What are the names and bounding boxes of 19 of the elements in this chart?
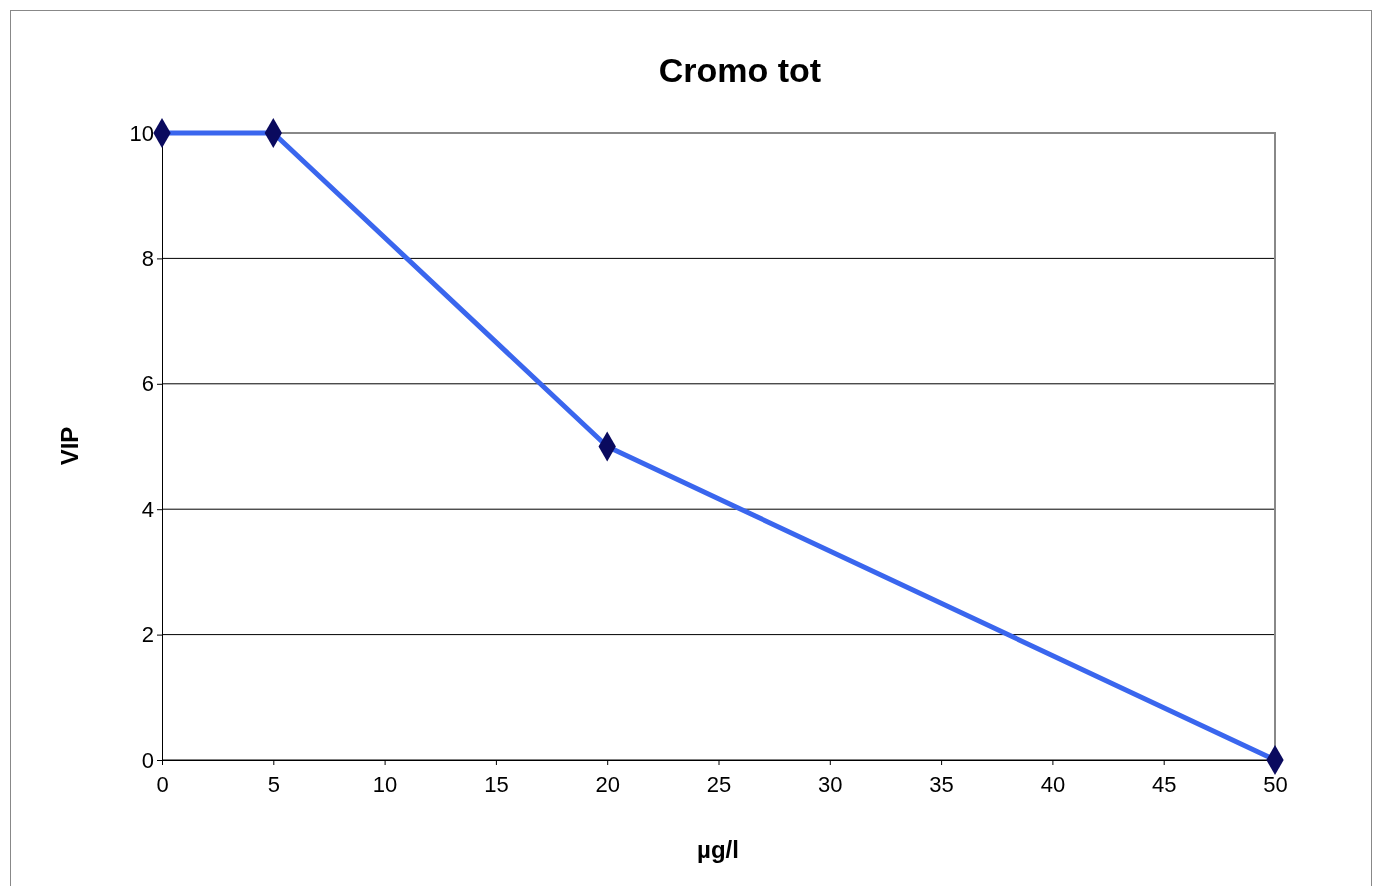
x-axis-title: µg/l: [697, 836, 739, 863]
x-tick-label: 10: [372, 772, 398, 798]
chart-title: Cromo tot: [658, 51, 822, 89]
x-tick-label: 40: [1040, 772, 1066, 798]
x-tick-label: 35: [929, 772, 954, 798]
x-tick-label: 30: [818, 772, 843, 798]
y-tick-label: 8: [141, 245, 154, 271]
y-tick-label: 10: [129, 120, 154, 146]
x-tick-label: 5: [267, 772, 280, 798]
x-tick-label: 45: [1151, 772, 1177, 798]
x-tick-label: 15: [484, 772, 509, 798]
y-axis-title: VIP: [56, 426, 83, 466]
x-tick-label: 20: [595, 772, 620, 798]
x-tick-label: 25: [706, 772, 732, 798]
y-tick-label: 0: [141, 747, 154, 773]
y-tick-label: 4: [141, 496, 154, 522]
x-tick-label: 50: [1263, 772, 1288, 798]
y-tick-label: 2: [141, 622, 154, 648]
y-tick-label: 6: [141, 371, 154, 397]
